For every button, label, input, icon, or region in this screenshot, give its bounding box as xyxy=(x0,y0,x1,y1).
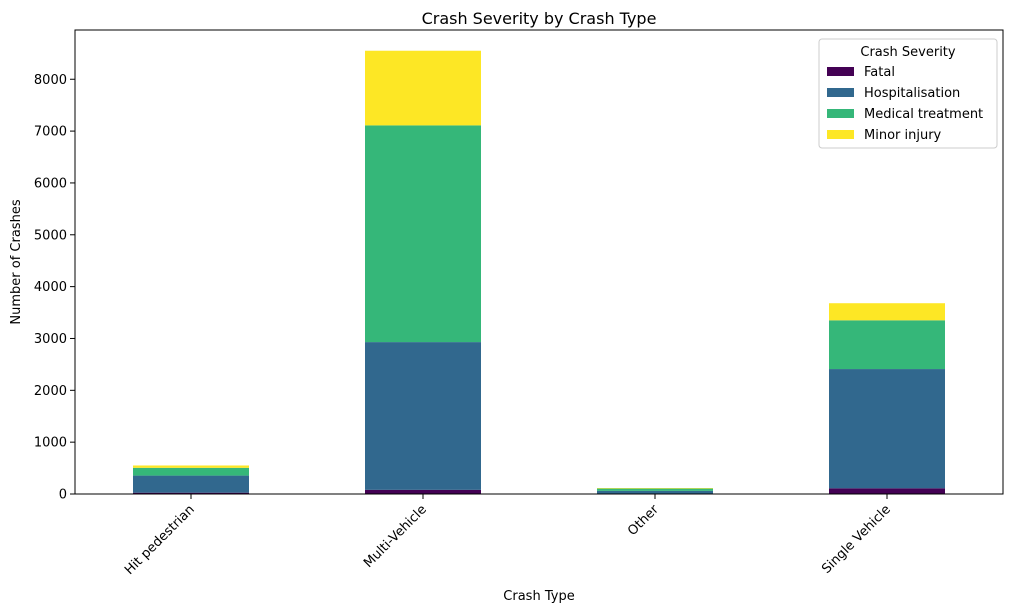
y-tick-label: 8000 xyxy=(34,73,67,88)
x-axis-title: Crash Type xyxy=(503,589,574,604)
bar-multi-vehicle-medical-treatment xyxy=(365,125,481,343)
legend-label: Hospitalisation xyxy=(864,86,960,101)
plot-frame xyxy=(74,29,1004,495)
bar-hit-pedestrian-fatal xyxy=(133,492,249,494)
bar-multi-vehicle-hospitalisation xyxy=(365,342,481,490)
bar-single-vehicle-hospitalisation xyxy=(829,369,945,489)
y-tick-label: 6000 xyxy=(34,176,67,191)
bar-multi-vehicle-minor-injury xyxy=(365,50,481,126)
y-tick-label: 2000 xyxy=(34,384,67,399)
bar-hit-pedestrian-hospitalisation xyxy=(133,475,249,493)
bar-multi-vehicle-fatal xyxy=(365,489,481,494)
bar-single-vehicle-minor-injury xyxy=(829,303,945,321)
legend-swatch xyxy=(827,88,854,97)
bar-other-minor-injury xyxy=(597,488,713,489)
bar-hit-pedestrian-medical-treatment xyxy=(133,467,249,476)
bar-hit-pedestrian-minor-injury xyxy=(133,465,249,468)
x-tick-label: Hit pedestrian xyxy=(122,502,198,578)
legend-swatch xyxy=(827,67,854,76)
legend-label: Medical treatment xyxy=(864,107,983,122)
y-tick-label: 3000 xyxy=(34,332,67,347)
legend-label: Fatal xyxy=(864,65,895,80)
bars-group xyxy=(133,50,945,494)
x-tick-label: Single Vehicle xyxy=(819,502,894,577)
legend-title: Crash Severity xyxy=(860,45,956,60)
x-tick-label: Multi-Vehicle xyxy=(361,502,430,571)
bar-other-hospitalisation xyxy=(597,490,713,494)
y-tick-label: 1000 xyxy=(34,436,67,451)
y-tick-label: 0 xyxy=(59,488,67,503)
bar-single-vehicle-medical-treatment xyxy=(829,320,945,370)
y-tick-label: 7000 xyxy=(34,125,67,140)
legend-swatch xyxy=(827,130,854,139)
legend-label: Minor injury xyxy=(864,128,942,143)
chart-title: Crash Severity by Crash Type xyxy=(422,9,657,28)
bar-other-medical-treatment xyxy=(597,488,713,491)
legend-box xyxy=(818,38,998,149)
bar-single-vehicle-fatal xyxy=(829,488,945,494)
x-tick-label: Other xyxy=(625,502,662,539)
legend: Crash Severity Fatal Hospitalisation Medica… xyxy=(818,38,998,149)
y-tick-label: 4000 xyxy=(34,280,67,295)
y-tick-label: 5000 xyxy=(34,228,67,243)
legend-swatch xyxy=(827,109,854,118)
y-axis: 0 1000 2000 3000 4000 5000 6000 7000 8000 xyxy=(34,73,75,503)
y-axis-title: Number of Crashes xyxy=(9,199,24,324)
x-axis: Hit pedestrian Multi-Vehicle Other Single V… xyxy=(122,494,894,578)
